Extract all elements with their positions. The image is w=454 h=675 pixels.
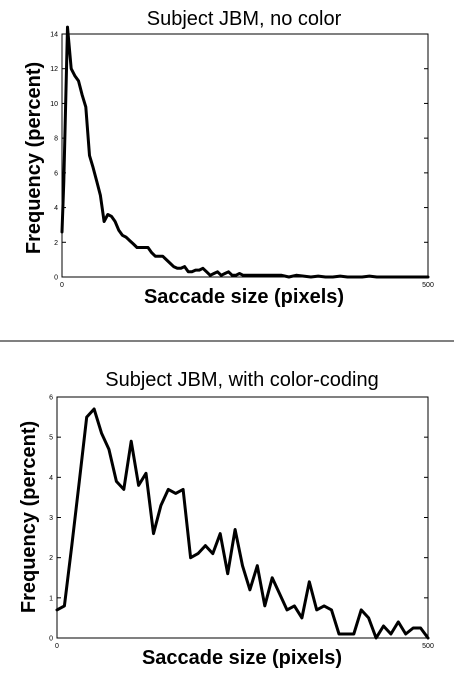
chart-top-y-tick-label: 6 <box>54 170 58 177</box>
chart-top-y-axis-label: Frequency (percent) <box>23 62 45 254</box>
chart-top-x-tick-label: 0 <box>60 282 64 289</box>
chart-bottom-y-tick-label: 0 <box>49 636 53 643</box>
chart-bottom-y-tick-label: 1 <box>49 595 53 602</box>
chart-bottom-x-axis-label: Saccade size (pixels) <box>142 647 342 669</box>
chart-top-y-tick-label: 0 <box>54 275 58 282</box>
chart-top: Subject JBM, no color 0 2 4 6 8 10 12 14 0 500 Sa… <box>23 8 434 308</box>
chart-top-frame <box>62 34 428 277</box>
chart-top-y-tick-label: 2 <box>54 240 58 247</box>
chart-bottom-title: Subject JBM, with color-coding <box>105 369 378 391</box>
chart-bottom: Subject JBM, with color-coding 0 1 2 3 4 5 6 0 5… <box>18 369 434 669</box>
chart-bottom-y-tick-label: 4 <box>49 475 53 482</box>
chart-bottom-frame <box>57 397 428 638</box>
chart-top-y-tick-label: 10 <box>50 101 58 108</box>
chart-top-title: Subject JBM, no color <box>147 8 342 30</box>
chart-bottom-series-line <box>57 409 428 638</box>
chart-top-x-tick-label: 500 <box>422 282 434 289</box>
chart-top-y-tick-label: 14 <box>50 32 58 39</box>
chart-bottom-y-tick-label: 2 <box>49 555 53 562</box>
chart-bottom-y-axis-label: Frequency (percent) <box>18 421 40 613</box>
chart-top-ticks: 0 2 4 6 8 10 12 14 0 500 <box>50 32 434 290</box>
chart-top-y-tick-label: 8 <box>54 136 58 143</box>
chart-top-marks <box>62 27 428 277</box>
chart-bottom-x-tick-label: 500 <box>422 643 434 650</box>
chart-top-x-axis-label: Saccade size (pixels) <box>144 286 344 308</box>
chart-bottom-x-tick-label: 0 <box>55 643 59 650</box>
chart-top-series-line <box>62 27 428 277</box>
chart-bottom-y-tick-label: 6 <box>49 395 53 402</box>
chart-bottom-ticks: 0 1 2 3 4 5 6 0 500 <box>49 395 434 651</box>
chart-bottom-marks <box>57 409 428 638</box>
chart-bottom-y-tick-label: 3 <box>49 515 53 522</box>
chart-bottom-y-tick-label: 5 <box>49 435 53 442</box>
chart-top-y-tick-label: 4 <box>54 205 58 212</box>
chart-top-y-tick-label: 12 <box>50 66 58 73</box>
